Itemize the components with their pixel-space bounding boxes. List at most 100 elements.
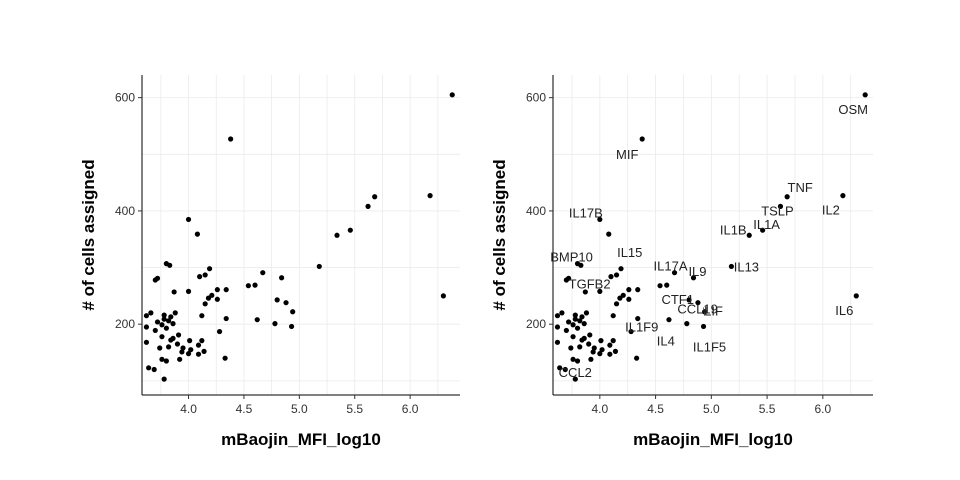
point-label: IL1B [720, 222, 747, 237]
scatter-point [607, 351, 613, 357]
scatter-point [597, 351, 603, 357]
scatter-point [554, 339, 561, 345]
scatter-point [587, 332, 593, 338]
point-label: LIF [704, 303, 723, 318]
scatter-point [202, 301, 208, 307]
scatter-point [760, 227, 766, 233]
y-axis-title: # of cells assigned [79, 159, 98, 310]
scatter-point [628, 328, 634, 335]
scatter-point [195, 351, 202, 357]
scatter-point [574, 358, 581, 364]
point-label: IL2 [822, 203, 840, 218]
scatter-point [175, 332, 182, 338]
scatter-point [777, 203, 784, 209]
scatter-point [695, 300, 701, 306]
scatter-point [180, 345, 186, 351]
x-tick-label: 4.5 [236, 402, 253, 416]
y-tick-label: 200 [115, 317, 135, 331]
scatter-point [626, 296, 632, 302]
scatter-point [563, 327, 569, 334]
scatter-point [664, 282, 670, 288]
scatter-point [177, 356, 183, 362]
y-axis-title: # of cells assigned [490, 159, 509, 310]
scatter-point [163, 358, 169, 364]
scatter-point [159, 322, 165, 328]
scatter-point [223, 315, 229, 322]
scatter-point [440, 293, 446, 299]
scatter-point [554, 324, 561, 330]
scatter-point [784, 194, 790, 200]
scatter-point [372, 194, 378, 200]
x-tick-label: 5.0 [703, 402, 720, 416]
scatter-point [195, 342, 202, 348]
scatter-point [205, 295, 212, 301]
scatter-point [853, 293, 859, 299]
x-tick-label: 5.5 [346, 402, 363, 416]
scatter-point [728, 263, 734, 270]
scatter-point [288, 323, 295, 330]
scatter-point [151, 366, 157, 373]
point-label: IL15 [617, 245, 642, 260]
scatter-point [563, 277, 569, 283]
scatter-point [159, 334, 165, 340]
scatter-point [574, 325, 581, 331]
x-tick-label: 4.5 [647, 402, 664, 416]
scatter-point [197, 274, 203, 280]
scatter-point [148, 310, 154, 316]
scatter-point [700, 323, 707, 330]
x-tick-label: 6.0 [814, 402, 831, 416]
scatter-point [334, 232, 340, 238]
scatter-point [165, 344, 172, 350]
point-label: TNF [788, 180, 813, 195]
point-label: IL1F5 [693, 339, 726, 354]
scatter-point [163, 325, 169, 331]
scatter-point [610, 338, 616, 344]
scatter-point [171, 289, 177, 295]
scatter-point [671, 270, 678, 276]
scatter-point [199, 313, 205, 319]
scatter-point [179, 349, 185, 355]
scatter-point [167, 262, 173, 268]
scatter-point [557, 365, 563, 371]
point-label: IL17A [654, 259, 688, 274]
point-label: MIF [616, 147, 638, 162]
scatter-point [617, 295, 623, 301]
scatter-point [666, 317, 672, 323]
y-tick-label: 400 [526, 204, 546, 218]
scatter-point [168, 314, 174, 320]
scatter-point [579, 314, 585, 320]
scatter-point [143, 313, 150, 319]
scatter-point [427, 193, 433, 199]
scatter-point [185, 351, 192, 357]
scatter-point [194, 231, 201, 237]
scatter-point [279, 275, 285, 281]
scatter-point [572, 376, 578, 382]
point-label: CCL19 [677, 302, 717, 317]
scatter-point [143, 339, 150, 345]
scatter-point [202, 272, 208, 278]
x-tick-label: 5.5 [759, 402, 776, 416]
scatter-point [586, 341, 592, 347]
scatter-point [572, 312, 578, 318]
scatter-point [568, 345, 574, 351]
scatter-point [618, 266, 624, 272]
scatter-point [684, 321, 690, 327]
scatter-point [591, 345, 597, 351]
label-connector [703, 307, 706, 316]
x-tick-label: 4.0 [180, 402, 197, 416]
x-tick-label: 6.0 [402, 402, 419, 416]
scatter-point [228, 136, 234, 142]
scatter-point [347, 227, 353, 233]
scatter-point [608, 274, 614, 280]
scatter-point [170, 321, 176, 327]
scatter-point [206, 266, 213, 272]
scatter-point [146, 365, 152, 371]
point-label: IL4 [657, 334, 675, 349]
scatter-point [599, 347, 605, 353]
scatter-point [840, 193, 846, 199]
scatter-point [201, 348, 207, 354]
scatter-point [862, 92, 868, 98]
scatter-point [174, 341, 181, 347]
point-label: IL1F9 [625, 320, 658, 335]
scatter-point [597, 288, 603, 294]
